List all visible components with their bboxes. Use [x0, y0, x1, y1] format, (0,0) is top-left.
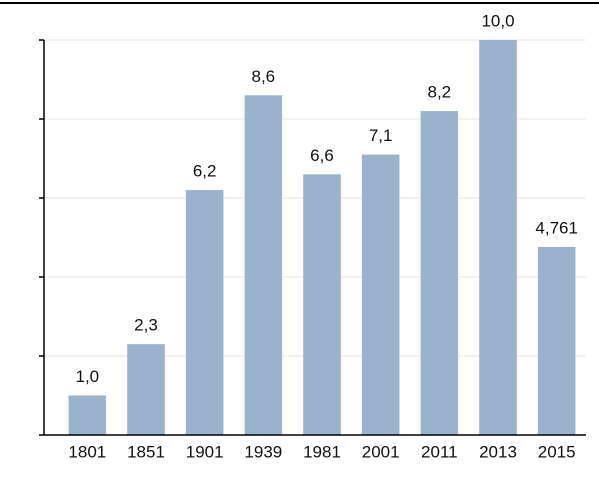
- bar: [479, 40, 517, 435]
- x-tick-label: 1801: [68, 442, 106, 461]
- value-label: 2,3: [134, 316, 158, 335]
- bar: [127, 344, 165, 435]
- value-label: 8,6: [252, 67, 276, 86]
- x-tick-label: 2011: [421, 442, 458, 461]
- x-tick-label: 2013: [479, 442, 517, 461]
- value-label: 4,761: [535, 218, 578, 237]
- value-label: 8,2: [428, 83, 452, 102]
- x-tick-label: 2015: [538, 442, 576, 461]
- bar: [244, 95, 283, 436]
- value-label: 7,1: [369, 126, 393, 145]
- bar: [420, 111, 459, 435]
- value-label: 1,0: [76, 367, 100, 386]
- x-tick-label: 1901: [186, 442, 224, 461]
- bar: [185, 190, 224, 435]
- x-tick-label: 1939: [244, 442, 282, 461]
- x-tick-label: 1981: [303, 442, 341, 461]
- bar: [303, 174, 341, 436]
- bar: [361, 154, 400, 436]
- value-label: 10,0: [481, 11, 514, 30]
- value-label: 6,6: [310, 146, 334, 165]
- x-tick-label: 1851: [127, 442, 165, 461]
- bar: [537, 246, 576, 435]
- bar: [68, 395, 107, 435]
- x-tick-label: 2001: [362, 442, 400, 461]
- value-label: 6,2: [193, 162, 217, 181]
